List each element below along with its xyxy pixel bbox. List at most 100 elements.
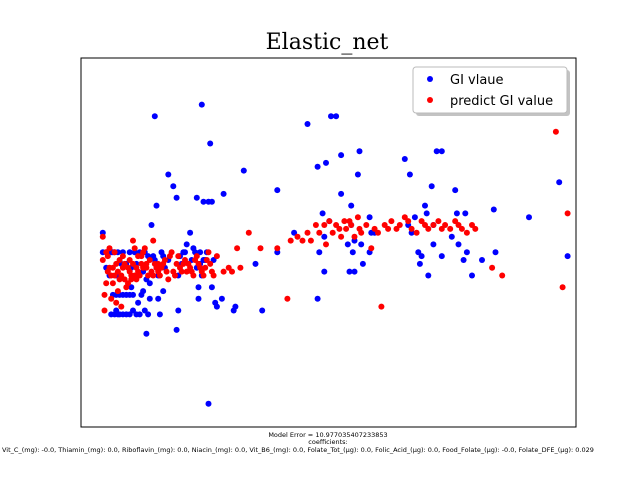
legend-box: [412, 66, 568, 114]
gi-value-point-116: [323, 159, 329, 166]
predicted-gi-point-104: [294, 233, 301, 240]
gi-value-point-159: [462, 210, 469, 217]
predicted-gi-point-75: [182, 257, 188, 263]
predicted-gi-point-152: [472, 225, 479, 232]
gi-value-point-130: [356, 148, 363, 155]
gi-value-point-87: [200, 198, 207, 205]
predicted-gi-point-50: [143, 260, 150, 267]
predicted-gi-point-52: [146, 257, 153, 263]
gi-value-point-137: [401, 156, 408, 162]
gi-value-point-163: [490, 206, 497, 213]
gi-value-point-145: [422, 202, 428, 209]
predicted-gi-point-17: [113, 260, 120, 267]
predicted-gi-point-87: [202, 264, 209, 271]
gi-value-point-124: [348, 202, 355, 209]
predicted-gi-point-109: [316, 229, 323, 236]
gi-value-point-150: [430, 241, 437, 248]
gi-value-point-48: [146, 280, 153, 287]
predicted-gi-point-124: [358, 229, 365, 236]
gi-value-point-155: [452, 187, 459, 194]
predicted-gi-point-93: [213, 253, 220, 260]
predicted-gi-point-134: [396, 222, 403, 228]
gi-value-point-110: [314, 163, 321, 170]
plot-area: [80, 57, 577, 428]
predicted-gi-point-1: [99, 257, 106, 263]
predicted-gi-point-67: [168, 249, 175, 256]
predicted-gi-point-76: [183, 268, 190, 275]
predicted-gi-point-34: [128, 276, 135, 283]
gi-value-point-144: [418, 253, 425, 260]
gi-value-point-112: [316, 249, 323, 256]
coefficients-list: Vit_C_(mg): -0.0, Thiamin_(mg): 0.0, Rib…: [2, 446, 594, 454]
legend-label-gi-value: GI vlaue: [450, 73, 504, 88]
gi-value-point-122: [344, 241, 351, 248]
gi-value-point-73: [182, 249, 188, 256]
predicted-gi-point-101: [274, 245, 281, 252]
gi-value-point-118: [328, 113, 334, 120]
gi-value-point-104: [252, 260, 259, 267]
predicted-gi-point-107: [307, 237, 314, 244]
gi-value-point-158: [460, 257, 467, 263]
gi-value-point-109: [304, 121, 311, 127]
predicted-gi-point-64: [163, 268, 170, 275]
predicted-gi-point-112: [326, 218, 333, 225]
gi-value-point-95: [208, 284, 215, 291]
gi-value-point-81: [195, 295, 202, 302]
gi-value-point-153: [438, 253, 445, 260]
gi-value-point-36: [135, 299, 142, 306]
gi-value-point-113: [319, 210, 326, 217]
gi-value-point-120: [338, 152, 345, 159]
predicted-gi-point-97: [234, 245, 241, 252]
gi-value-point-160: [463, 249, 470, 256]
predicted-gi-point-92: [210, 272, 217, 279]
gi-value-point-139: [406, 171, 413, 178]
gi-value-point-143: [416, 260, 423, 267]
gi-value-point-126: [349, 249, 356, 256]
predicted-gi-point-116: [338, 233, 345, 240]
predicted-gi-point-86: [200, 272, 207, 279]
predicted-gi-point-142: [430, 222, 437, 228]
predicted-gi-point-65: [165, 276, 172, 283]
predicted-gi-point-24: [119, 253, 126, 260]
predicted-gi-point-90: [207, 260, 214, 267]
predicted-gi-point-154: [499, 272, 506, 279]
chart-title: Elastic_net: [266, 30, 389, 55]
predicted-gi-point-145: [442, 222, 449, 228]
predicted-gi-point-38: [131, 245, 138, 252]
predicted-gi-point-155: [552, 128, 559, 135]
gi-value-point-75: [187, 229, 194, 236]
gi-value-point-31: [130, 291, 136, 298]
predicted-gi-point-6: [104, 253, 111, 260]
predicted-gi-point-0: [99, 233, 106, 240]
gi-value-point-100: [220, 190, 227, 197]
predicted-gi-point-148: [455, 222, 462, 228]
predicted-gi-point-4: [103, 280, 110, 287]
gi-value-point-98: [213, 303, 220, 310]
gi-value-point-162: [479, 257, 485, 263]
gi-value-point-63: [165, 171, 172, 178]
predicted-gi-point-11: [108, 295, 115, 302]
gi-value-point-157: [455, 241, 462, 248]
predicted-gi-point-121: [351, 233, 358, 240]
predicted-gi-point-131: [385, 225, 392, 232]
predicted-gi-point-136: [405, 218, 412, 225]
predicted-gi-point-18: [114, 268, 121, 275]
predicted-gi-point-143: [435, 218, 442, 225]
predicted-gi-point-102: [284, 295, 291, 302]
legend-marker-gi-value: [427, 76, 433, 82]
gi-value-point-133: [366, 214, 373, 221]
predicted-gi-point-23: [118, 303, 125, 310]
predicted-gi-point-130: [381, 222, 388, 228]
predicted-gi-point-54: [150, 272, 157, 279]
predicted-gi-point-89: [205, 249, 212, 256]
gi-value-point-108: [291, 229, 298, 236]
gi-value-point-161: [469, 272, 475, 279]
predicted-gi-point-73: [178, 268, 185, 275]
gi-value-point-38: [136, 311, 143, 318]
gi-value-point-128: [351, 268, 358, 275]
gi-value-point-152: [438, 148, 445, 155]
predicted-gi-point-127: [371, 225, 378, 232]
gi-value-point-121: [338, 190, 345, 197]
predicted-gi-point-19: [114, 288, 121, 295]
